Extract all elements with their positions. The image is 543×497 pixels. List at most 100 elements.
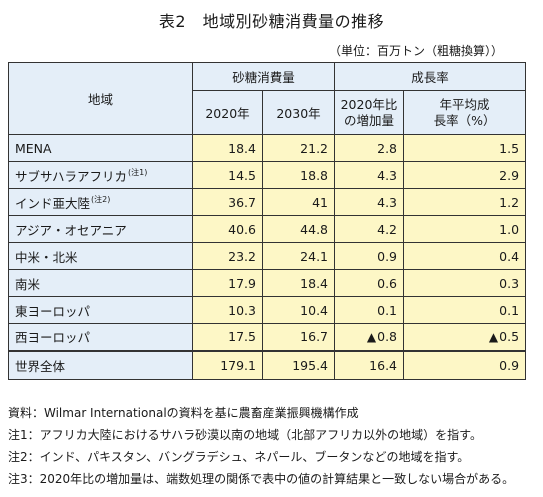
value-increase-number: 4.2 [377,221,398,237]
value-2020: 14.5 [192,161,263,189]
value-2030: 41 [261,188,336,216]
header-2020: 2020年 [192,90,263,135]
region-cell: アジア・オセアニア [8,215,193,243]
value-increase-number: 4.3 [377,167,398,183]
table-row: 南米 17.9 18.4 0.6 0.3 [8,269,527,297]
value-avg-number: 1.0 [499,221,520,237]
value-increase-number: 0.6 [377,275,398,291]
value-avg-growth: 1.5 [403,134,527,162]
value-increase: 4.3 [334,188,405,216]
header-increase: 2020年比 の増加量 [334,90,405,135]
value-2020: 23.2 [192,242,263,270]
value-avg-number: 1.2 [499,194,520,210]
region-cell: MENA [8,134,193,162]
header-increase-line2: の増加量 [344,112,395,128]
value-avg-growth: 0.4 [403,242,527,270]
value-increase-number: 4.3 [377,194,398,210]
value-avg-growth: 1.2 [403,188,527,216]
table-row: アジア・オセアニア 40.6 44.8 4.2 1.0 [8,215,527,243]
region-cell: 南米 [8,269,193,297]
value-2020: 17.9 [192,269,263,297]
value-increase: 0.6 [334,269,405,297]
region-name: 南米 [15,276,41,292]
header-region: 地域 [8,62,193,135]
source-note: 資料：Wilmar Internationalの資料を基に農畜産業振興機構作成 [8,406,359,420]
footnote-2: 注2：インド、パキスタン、バングラデシュ、ネパール、ブータンなどの地域を指す。 [8,450,470,464]
value-avg-growth: 0.1 [403,296,527,324]
region-cell: サブサハラアフリカ(注1) [8,161,193,189]
footnote-3: 注3：2020年比の増加量は、端数処理の関係で表中の値の計算結果と一致しない場合… [8,472,515,486]
total-label: 世界全体 [8,349,193,380]
value-increase-number: 0.1 [377,302,398,318]
value-increase: 4.2 [334,215,405,243]
note-ref: (注2) [91,194,111,204]
value-2020: 36.7 [192,188,263,216]
value-increase: 0.9 [334,242,405,270]
value-2030: 21.2 [261,134,336,162]
value-2020: 10.3 [192,296,263,324]
total-2030: 195.4 [261,349,336,380]
value-2030: 16.7 [261,323,336,351]
table-row: 西ヨーロッパ 17.5 16.7 ▲0.8 ▲0.5 [8,323,527,351]
value-avg-number: 0.5 [499,329,520,345]
region-cell: 西ヨーロッパ [8,323,193,351]
value-increase-number: 0.8 [377,329,398,345]
value-2020: 40.6 [192,215,263,243]
footnotes: 資料：Wilmar Internationalの資料を基に農畜産業振興機構作成 … [8,402,538,490]
value-2030: 24.1 [261,242,336,270]
region-name: インド亜大陸 [15,195,91,211]
region-name: 西ヨーロッパ [15,330,91,346]
total-increase: 16.4 [334,349,405,380]
note-ref: (注1) [128,167,148,177]
value-2030: 10.4 [261,296,336,324]
region-name: 東ヨーロッパ [15,303,91,319]
value-avg-number: 0.1 [499,302,520,318]
region-name: MENA [15,141,52,156]
region-name: サブサハラアフリカ [15,168,128,184]
value-avg-number: 0.4 [499,248,520,264]
total-avg-growth: 0.9 [403,349,527,380]
table-row: 中米・北米 23.2 24.1 0.9 0.4 [8,242,527,270]
value-avg-growth: 0.3 [403,269,527,297]
negative-marker: ▲ [488,330,499,345]
value-2030: 44.8 [261,215,336,243]
value-increase-number: 0.9 [377,248,398,264]
table-row: サブサハラアフリカ(注1) 14.5 18.8 4.3 2.9 [8,161,527,189]
value-increase: 4.3 [334,161,405,189]
unit-label: （単位：百万トン（粗糖換算）） [328,44,503,58]
header-avg-line2: 長率（%） [433,112,496,128]
value-avg-number: 2.9 [499,167,520,183]
header-increase-line1: 2020年比 [340,96,398,112]
header-avg-line1: 年平均成 [439,96,490,112]
value-increase: ▲0.8 [334,323,405,351]
header-growth: 成長率 [334,62,527,91]
value-increase: 0.1 [334,296,405,324]
value-2030: 18.4 [261,269,336,297]
table-row: MENA 18.4 21.2 2.8 1.5 [8,134,527,162]
region-cell: 東ヨーロッパ [8,296,193,324]
total-2020: 179.1 [192,349,263,380]
table-title: 表2 地域別砂糖消費量の推移 [158,12,385,31]
sugar-consumption-table: 地域 砂糖消費量 成長率 2020年 2030年 2020年比 の増加量 年平均… [8,62,527,380]
value-avg-number: 0.3 [499,275,520,291]
negative-marker: ▲ [366,330,377,345]
total-row: 世界全体 179.1 195.4 16.4 0.9 [8,349,527,380]
value-2020: 18.4 [192,134,263,162]
value-avg-growth: ▲0.5 [403,323,527,351]
value-increase: 2.8 [334,134,405,162]
value-2020: 17.5 [192,323,263,351]
header-consumption: 砂糖消費量 [191,62,336,91]
value-avg-growth: 2.9 [403,161,527,189]
value-avg-growth: 1.0 [403,215,527,243]
region-cell: インド亜大陸(注2) [8,188,193,216]
value-increase-number: 2.8 [377,140,398,156]
region-cell: 中米・北米 [8,242,193,270]
value-2030: 18.8 [261,161,336,189]
table-row: 東ヨーロッパ 10.3 10.4 0.1 0.1 [8,296,527,324]
table-row: インド亜大陸(注2) 36.7 41 4.3 1.2 [8,188,527,216]
value-avg-number: 1.5 [499,140,520,156]
header-avg-growth: 年平均成 長率（%） [403,90,527,135]
footnote-1: 注1：アフリカ大陸におけるサハラ砂漠以南の地域（北部アフリカ以外の地域）を指す。 [8,428,482,442]
header-2030: 2030年 [261,90,336,135]
region-name: アジア・オセアニア [15,222,127,238]
